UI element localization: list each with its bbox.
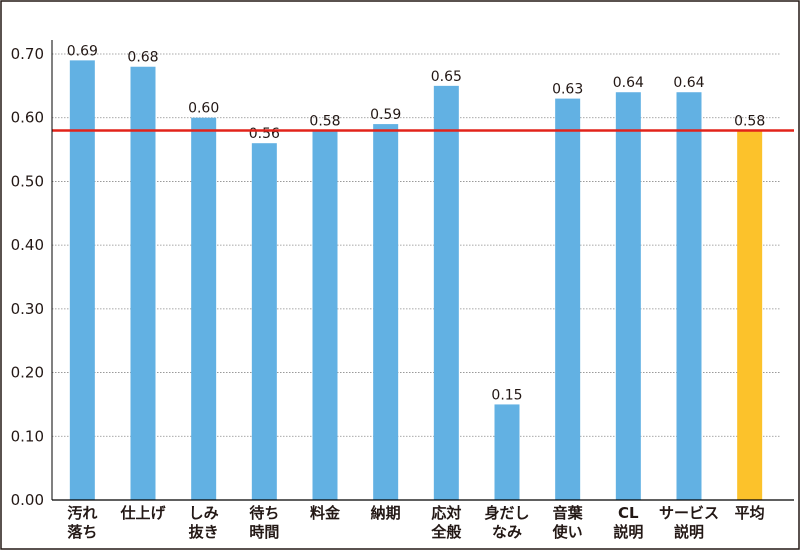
x-tick-label: 待ち <box>249 504 279 522</box>
data-label: 0.56 <box>249 126 280 142</box>
x-tick-label: 仕上げ <box>119 504 166 522</box>
bar <box>312 130 338 500</box>
data-labels: 0.69 0.68 0.60 0.56 0.58 0.59 0.65 0.15 0.63 0.64… <box>67 43 766 403</box>
x-axis <box>51 40 794 501</box>
y-tick-label: 0.60 <box>11 109 44 127</box>
x-tick-label: 抜き <box>189 523 219 541</box>
y-tick-label: 0.70 <box>11 45 44 63</box>
x-tick-label: CL <box>618 504 639 522</box>
x-tick-label: 平均 <box>735 504 765 522</box>
x-tick-label: しみ <box>189 504 219 522</box>
y-tick-label: 0.40 <box>11 236 44 254</box>
data-label: 0.63 <box>552 82 583 98</box>
bar <box>676 92 702 500</box>
y-tick-label: 0.30 <box>11 300 44 318</box>
data-label: 0.65 <box>431 69 462 85</box>
x-tick-label: 落ち <box>67 523 97 541</box>
y-tick-label: 0.20 <box>11 364 44 382</box>
x-tick-label: 身だし <box>484 504 529 522</box>
x-tick-label: 料金 <box>310 504 341 522</box>
bar <box>615 92 641 500</box>
x-tick-label: 音葉 <box>553 504 584 522</box>
bar <box>555 98 581 500</box>
data-label: 0.68 <box>127 50 158 66</box>
bar <box>373 124 399 500</box>
x-tick-label: 全般 <box>430 523 461 541</box>
x-tick-label: サービス <box>659 504 719 522</box>
y-tick-label: 0.00 <box>11 491 44 509</box>
data-label: 0.69 <box>67 43 98 59</box>
data-label: 0.58 <box>309 113 340 129</box>
data-label: 0.60 <box>188 101 219 117</box>
bar <box>191 117 217 500</box>
x-tick-label: 応対 <box>431 504 461 522</box>
x-tick-label: 時間 <box>249 523 279 541</box>
x-tick-label: 汚れ <box>67 504 97 522</box>
x-tick-label: 納期 <box>371 504 401 522</box>
bar <box>130 66 156 500</box>
y-tick-label: 0.50 <box>11 172 44 190</box>
x-tick-label: 説明 <box>674 523 704 541</box>
x-tick-label: 説明 <box>613 523 643 541</box>
bar <box>69 60 95 500</box>
y-axis-ticks: 0.00 0.10 0.20 0.30 0.40 0.50 0.60 0.70 <box>11 45 44 509</box>
x-tick-label: なみ <box>492 523 522 541</box>
bars <box>69 60 763 500</box>
data-label: 0.64 <box>673 75 704 91</box>
data-label: 0.15 <box>491 387 522 403</box>
bar-highlight <box>737 130 763 500</box>
y-tick-label: 0.10 <box>11 427 44 445</box>
bar <box>494 404 520 500</box>
x-tick-label: 使い <box>552 523 583 541</box>
bar <box>251 143 277 500</box>
data-label: 0.58 <box>734 113 765 129</box>
grid-lines <box>52 53 780 437</box>
data-label: 0.64 <box>613 75 644 91</box>
bar <box>433 85 459 500</box>
data-label: 0.59 <box>370 107 401 123</box>
